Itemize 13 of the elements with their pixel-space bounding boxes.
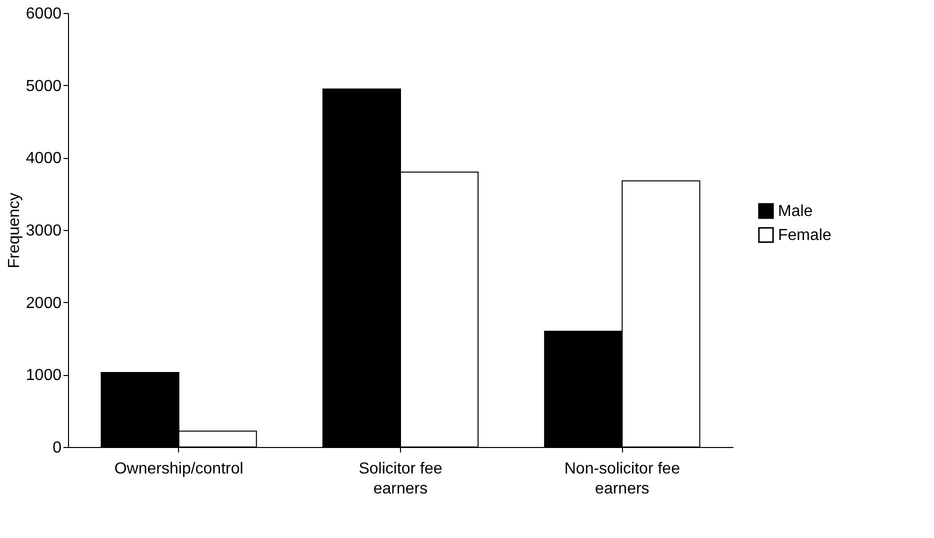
x-tick-label: Ownership/control — [114, 460, 244, 478]
legend-label: Male — [778, 203, 813, 220]
y-tick-label: 6000 — [26, 6, 62, 22]
y-tick-label: 5000 — [26, 78, 62, 95]
y-tick-label: 0 — [52, 440, 62, 456]
y-tick-label: 3000 — [26, 222, 62, 240]
y-axis-title: Frequency — [6, 192, 23, 268]
x-tick-label: Non-solicitor fee earners — [564, 460, 680, 498]
y-tick-label: 4000 — [26, 150, 62, 168]
x-tick-label: Solicitor fee earners — [358, 460, 442, 498]
legend-label: Female — [778, 227, 832, 244]
y-tick-label: 1000 — [26, 367, 62, 384]
y-tick-label: 2000 — [26, 294, 62, 312]
